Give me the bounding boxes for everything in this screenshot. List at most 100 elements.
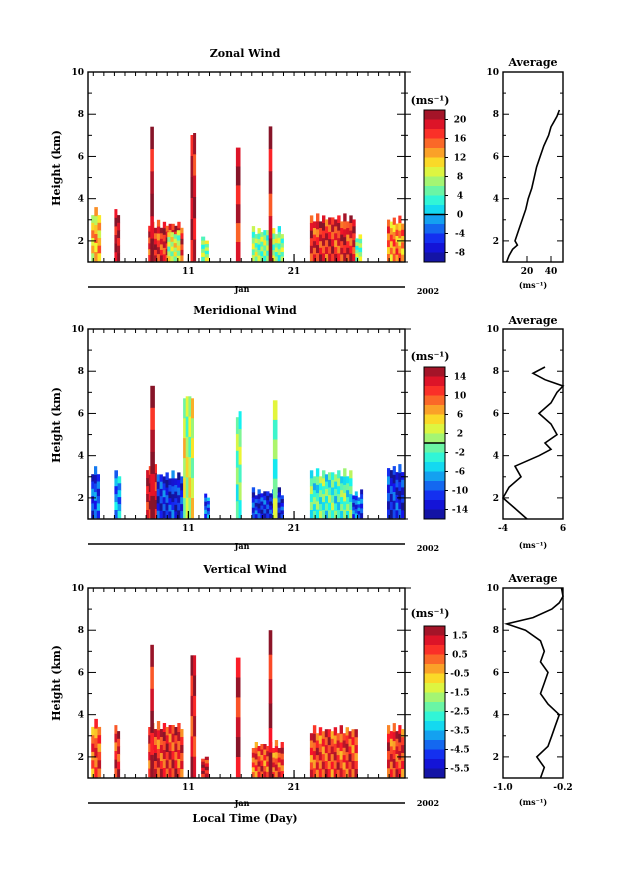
heat-cell [190,156,194,178]
heat-cell [309,733,314,741]
heat-cell [174,727,178,736]
heat-cell [268,630,273,656]
heat-cell [340,241,344,249]
heat-cell [263,755,267,761]
wind-data-block [148,721,184,778]
profile-x-tick-label: -0.2 [553,783,572,793]
heat-cell [274,234,279,239]
heat-cell [266,500,270,505]
heat-cell [150,644,154,668]
heat-cell [342,755,346,763]
colorbar-segment [424,195,445,206]
heat-cell [348,754,352,763]
heat-cell [277,748,281,754]
heat-cell [392,253,396,262]
heat-cell [165,502,169,511]
wind-data-block [91,718,102,778]
heat-cell [325,474,329,482]
heat-cell [269,513,273,519]
heat-cell [339,733,343,743]
heat-cell [156,739,161,750]
wind-data-block [150,644,154,778]
heat-cell [191,458,194,479]
heat-cell [263,250,267,257]
heat-cell [277,762,281,768]
heat-cell [274,764,279,772]
colorbar-segment [424,129,445,139]
heat-cell [94,225,98,235]
profile-frame [502,71,564,263]
heat-cell [272,244,276,251]
heat-cell [345,735,349,745]
plot-frame [87,587,406,779]
heat-cell [387,733,391,743]
heat-cell [318,735,323,745]
profile-y-tick-label: 2 [493,494,499,504]
y-tick-label: 2 [78,753,84,763]
heat-cell [204,244,209,248]
heat-cell [266,766,270,773]
heat-cell [277,757,281,763]
heat-cell [154,244,158,251]
heat-cell [343,221,347,230]
heat-cell [337,478,341,487]
heat-cell [268,679,273,704]
heat-cell [274,746,279,753]
heat-cell [97,768,102,778]
heat-cell [206,497,210,502]
heat-cell [342,747,346,756]
heat-cell [235,242,241,262]
colorbar-segment [424,252,445,263]
heat-cell [355,253,359,258]
heat-cell [395,236,399,243]
wind-data-block [167,230,181,262]
heat-cell [401,254,405,262]
wind-data-block [183,396,194,519]
heat-cell [165,495,169,504]
heat-cell [91,222,95,231]
heat-cell [280,243,284,248]
heat-cell [154,500,157,510]
heat-cell [318,760,323,770]
heat-cell [193,736,197,758]
heat-cell [154,249,158,256]
heat-cell [392,483,396,493]
heat-cell [156,247,161,255]
heat-cell [351,753,355,762]
heat-cell [190,695,194,717]
x-tick-label: 21 [288,783,301,793]
heat-cell [346,228,350,235]
heat-cell [251,249,256,256]
heat-cell [263,509,267,514]
heat-cell [91,481,95,490]
heat-cell [251,502,256,509]
vertical-wind-heatmap [91,630,405,778]
heat-cell [395,479,399,488]
heat-cell [91,735,95,744]
heat-cell [204,763,209,768]
wind-data-block [201,236,209,262]
heat-cell [263,504,267,510]
colorbar-segment [424,443,445,453]
heat-cell [330,754,335,763]
heat-cell [319,247,323,255]
heat-cell [309,502,314,511]
heat-cell [398,215,402,224]
heat-cell [257,244,261,251]
heat-cell [316,229,320,238]
heat-cell [401,248,405,256]
heat-cell [322,245,326,254]
x-tick-label: 11 [182,524,195,534]
heat-cell [154,238,158,245]
y-tick-label: 6 [78,152,84,162]
heat-cell [159,503,163,512]
heat-cell [337,253,341,262]
heat-cell [315,476,320,486]
heat-cell [336,769,340,778]
heat-cell [97,735,102,744]
y-tick-label: 8 [78,367,84,377]
heat-cell [280,510,284,515]
heat-cell [260,749,264,756]
heat-cell [94,738,98,749]
heat-cell [165,472,169,481]
